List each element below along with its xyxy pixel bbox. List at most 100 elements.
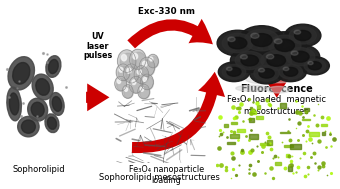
Point bbox=[246, 139, 252, 142]
Point bbox=[248, 112, 253, 115]
Point bbox=[304, 129, 309, 132]
Circle shape bbox=[308, 62, 321, 70]
Circle shape bbox=[289, 27, 317, 44]
Circle shape bbox=[274, 39, 282, 44]
Circle shape bbox=[241, 55, 258, 66]
Bar bbox=[251, 111, 256, 114]
Point bbox=[266, 102, 272, 105]
Point bbox=[267, 103, 273, 106]
Point bbox=[224, 169, 229, 172]
Circle shape bbox=[235, 51, 264, 70]
Point bbox=[215, 163, 220, 166]
Circle shape bbox=[258, 68, 265, 72]
Circle shape bbox=[267, 54, 274, 59]
Point bbox=[246, 171, 252, 174]
Point bbox=[262, 171, 268, 174]
Circle shape bbox=[228, 37, 235, 42]
Point bbox=[315, 168, 321, 171]
Circle shape bbox=[124, 88, 128, 91]
Bar bbox=[290, 144, 301, 149]
Point bbox=[299, 105, 304, 108]
Text: Fe₃O₄ nanoparticle
loading: Fe₃O₄ nanoparticle loading bbox=[129, 165, 204, 185]
FancyArrowPatch shape bbox=[263, 76, 291, 98]
Point bbox=[218, 132, 224, 135]
Circle shape bbox=[120, 53, 136, 72]
Point bbox=[328, 144, 334, 147]
Point bbox=[219, 164, 224, 167]
Ellipse shape bbox=[49, 60, 58, 74]
Bar bbox=[275, 162, 281, 165]
Point bbox=[305, 166, 310, 169]
Ellipse shape bbox=[21, 120, 35, 133]
Point bbox=[275, 106, 281, 109]
Point bbox=[4, 68, 10, 71]
Circle shape bbox=[263, 32, 306, 59]
Circle shape bbox=[141, 60, 155, 76]
Point bbox=[325, 116, 331, 119]
Circle shape bbox=[286, 48, 315, 66]
Point bbox=[249, 128, 254, 131]
Circle shape bbox=[140, 74, 153, 90]
Ellipse shape bbox=[260, 77, 295, 83]
Circle shape bbox=[218, 62, 250, 82]
Bar bbox=[288, 166, 292, 171]
Point bbox=[231, 116, 237, 119]
Circle shape bbox=[126, 67, 139, 83]
Circle shape bbox=[252, 34, 272, 46]
Circle shape bbox=[292, 51, 309, 62]
Point bbox=[319, 116, 325, 119]
Point bbox=[293, 170, 299, 174]
Point bbox=[285, 130, 291, 133]
Point bbox=[15, 87, 20, 90]
Point bbox=[324, 145, 329, 148]
Point bbox=[279, 140, 285, 143]
Ellipse shape bbox=[267, 86, 290, 93]
Circle shape bbox=[121, 55, 126, 61]
FancyArrowPatch shape bbox=[86, 84, 109, 111]
Circle shape bbox=[116, 64, 130, 81]
Bar bbox=[257, 105, 260, 109]
Circle shape bbox=[275, 39, 294, 51]
Bar bbox=[237, 129, 245, 132]
Point bbox=[290, 154, 295, 157]
Point bbox=[240, 119, 246, 122]
Point bbox=[44, 52, 50, 55]
Circle shape bbox=[226, 67, 232, 71]
Point bbox=[235, 139, 240, 142]
Circle shape bbox=[250, 63, 284, 84]
Circle shape bbox=[115, 76, 127, 91]
Point bbox=[317, 139, 322, 142]
Bar bbox=[230, 134, 239, 138]
Circle shape bbox=[140, 87, 143, 91]
Point bbox=[21, 102, 26, 105]
Point bbox=[324, 174, 329, 177]
Circle shape bbox=[268, 35, 301, 56]
Point bbox=[6, 95, 12, 98]
Circle shape bbox=[133, 53, 138, 59]
Point bbox=[300, 133, 305, 136]
Point bbox=[298, 111, 303, 114]
Bar bbox=[256, 116, 263, 119]
Point bbox=[321, 162, 326, 165]
FancyArrowPatch shape bbox=[132, 72, 225, 153]
Circle shape bbox=[284, 67, 298, 76]
Bar bbox=[250, 108, 252, 109]
Point bbox=[254, 144, 259, 147]
Point bbox=[270, 156, 275, 160]
Point bbox=[275, 155, 280, 158]
Ellipse shape bbox=[46, 56, 61, 77]
Circle shape bbox=[129, 76, 143, 93]
Point bbox=[295, 166, 301, 169]
Circle shape bbox=[308, 61, 313, 65]
Ellipse shape bbox=[45, 114, 59, 133]
Point bbox=[282, 166, 287, 169]
Point bbox=[19, 115, 24, 118]
Circle shape bbox=[143, 77, 147, 82]
Point bbox=[236, 111, 242, 114]
Text: UV
laser
pulses: UV laser pulses bbox=[83, 32, 112, 60]
Circle shape bbox=[150, 57, 153, 61]
Point bbox=[286, 154, 292, 157]
Point bbox=[314, 123, 320, 126]
Point bbox=[328, 172, 334, 175]
Ellipse shape bbox=[47, 117, 56, 129]
